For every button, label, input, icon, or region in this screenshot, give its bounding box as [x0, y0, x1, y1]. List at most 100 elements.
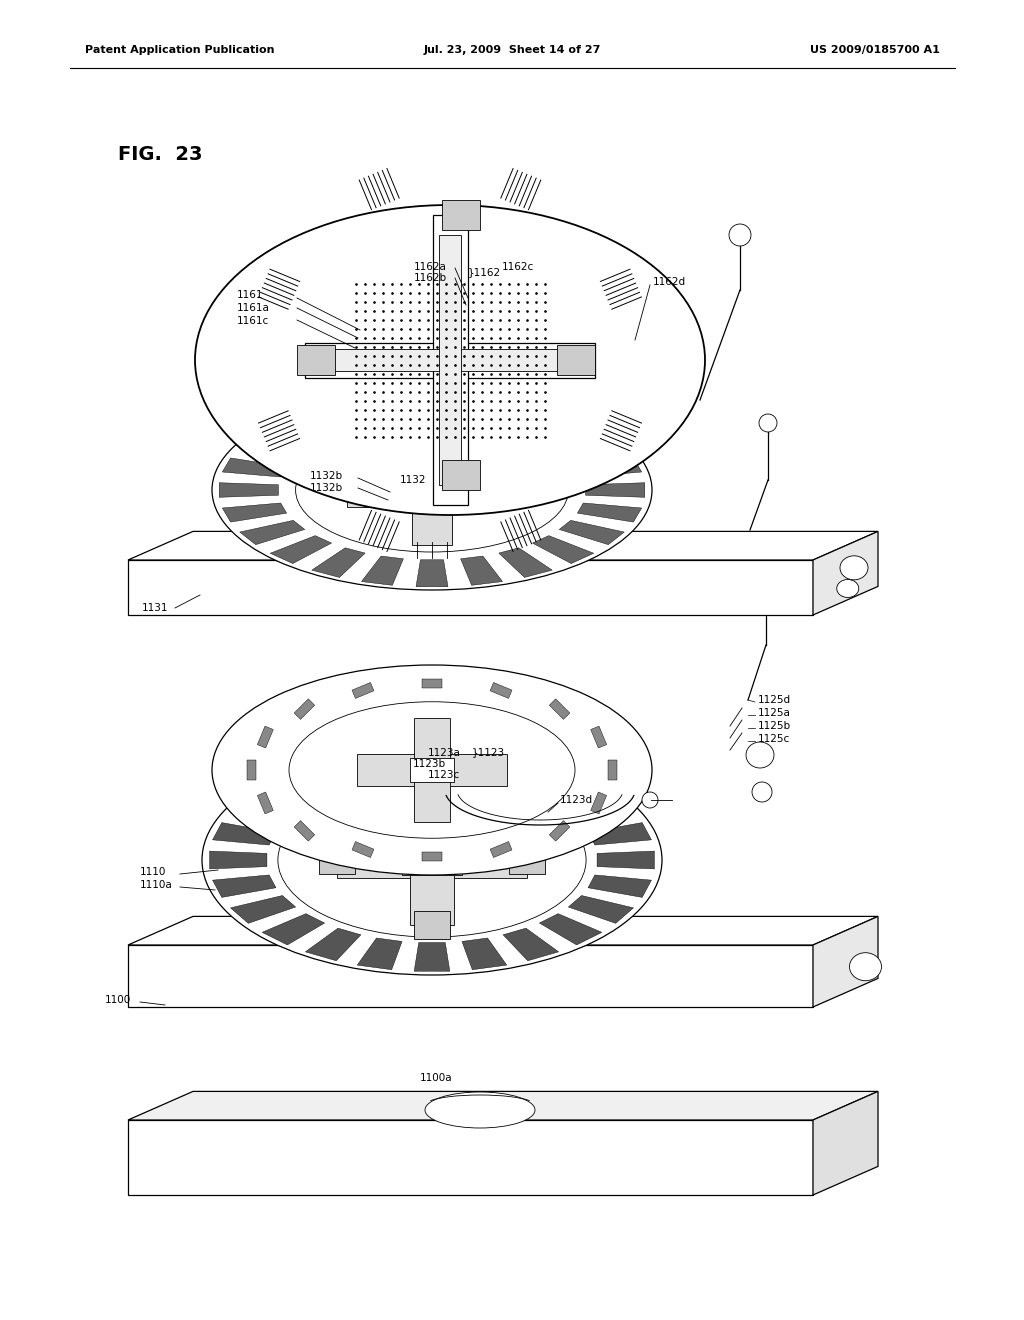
Text: 1161: 1161: [237, 290, 263, 300]
Text: 1123a: 1123a: [428, 748, 461, 758]
Bar: [433, 215, 468, 506]
Polygon shape: [222, 503, 287, 521]
Polygon shape: [128, 560, 813, 615]
Polygon shape: [461, 395, 503, 424]
Polygon shape: [597, 851, 654, 869]
Text: 1132: 1132: [400, 475, 427, 484]
Polygon shape: [414, 748, 450, 777]
Polygon shape: [591, 792, 606, 814]
Polygon shape: [503, 759, 559, 792]
Text: 1110: 1110: [140, 867, 166, 876]
Polygon shape: [257, 792, 273, 814]
Text: 1125c: 1125c: [758, 734, 791, 744]
Bar: [410, 758, 454, 781]
Polygon shape: [559, 520, 625, 545]
Bar: [509, 846, 545, 874]
Polygon shape: [499, 548, 552, 577]
Polygon shape: [352, 842, 374, 858]
Text: US 2009/0185700 A1: US 2009/0185700 A1: [810, 45, 940, 55]
Ellipse shape: [840, 556, 868, 579]
Polygon shape: [230, 797, 296, 825]
Text: 1162b: 1162b: [414, 273, 447, 282]
Text: 1162c: 1162c: [502, 261, 535, 272]
Polygon shape: [219, 483, 279, 498]
Ellipse shape: [837, 579, 859, 598]
Bar: [407, 477, 457, 503]
Bar: [347, 473, 517, 507]
Text: 1132b: 1132b: [310, 483, 343, 492]
Polygon shape: [532, 417, 594, 445]
Polygon shape: [361, 556, 403, 585]
Polygon shape: [549, 698, 569, 719]
Ellipse shape: [278, 783, 586, 937]
Polygon shape: [257, 726, 273, 748]
Text: 1161a: 1161a: [237, 304, 270, 313]
Polygon shape: [240, 436, 305, 459]
Polygon shape: [586, 483, 645, 498]
Text: 1100: 1100: [105, 995, 131, 1005]
Polygon shape: [270, 536, 332, 564]
Polygon shape: [210, 851, 267, 869]
Polygon shape: [352, 682, 374, 698]
Bar: [402, 845, 462, 875]
Text: 1132b: 1132b: [310, 471, 343, 480]
Polygon shape: [568, 895, 634, 923]
Polygon shape: [416, 560, 447, 586]
Bar: [442, 201, 480, 230]
Polygon shape: [213, 875, 276, 898]
Text: 1123c: 1123c: [428, 770, 460, 780]
Polygon shape: [608, 760, 616, 780]
Text: 1161c: 1161c: [237, 315, 269, 326]
Polygon shape: [128, 945, 813, 1007]
Text: 1100a: 1100a: [420, 1073, 453, 1082]
Polygon shape: [361, 395, 403, 424]
Bar: [414, 718, 450, 822]
Text: 1131: 1131: [142, 603, 169, 612]
Polygon shape: [222, 458, 287, 477]
Polygon shape: [305, 928, 360, 961]
Polygon shape: [311, 403, 366, 432]
Ellipse shape: [212, 389, 652, 590]
Polygon shape: [462, 750, 507, 781]
Polygon shape: [262, 913, 325, 945]
Ellipse shape: [212, 665, 652, 875]
Text: 1125d: 1125d: [758, 696, 792, 705]
Polygon shape: [540, 913, 602, 945]
Polygon shape: [128, 916, 878, 945]
Polygon shape: [568, 797, 634, 825]
Ellipse shape: [746, 742, 774, 768]
Polygon shape: [414, 942, 450, 972]
Bar: [442, 459, 480, 490]
Polygon shape: [422, 680, 442, 689]
Text: Jul. 23, 2009  Sheet 14 of 27: Jul. 23, 2009 Sheet 14 of 27: [423, 45, 601, 55]
Text: FIG.  23: FIG. 23: [118, 145, 203, 165]
Polygon shape: [461, 556, 503, 585]
Polygon shape: [588, 822, 651, 845]
Polygon shape: [813, 532, 878, 615]
Bar: [557, 345, 595, 375]
Ellipse shape: [642, 792, 658, 808]
Ellipse shape: [757, 579, 775, 597]
Ellipse shape: [729, 224, 751, 246]
Text: 1162d: 1162d: [653, 277, 686, 286]
Text: 1123b: 1123b: [413, 759, 446, 770]
Bar: [297, 345, 335, 375]
Polygon shape: [357, 750, 402, 781]
Polygon shape: [559, 436, 625, 459]
Polygon shape: [813, 916, 878, 1007]
Ellipse shape: [425, 1092, 535, 1129]
Polygon shape: [591, 726, 606, 748]
Bar: [439, 235, 461, 484]
Ellipse shape: [289, 702, 575, 838]
Polygon shape: [490, 682, 512, 698]
Polygon shape: [499, 403, 552, 432]
Ellipse shape: [296, 428, 568, 552]
Polygon shape: [578, 503, 642, 521]
Polygon shape: [247, 760, 256, 780]
Text: 1125b: 1125b: [758, 721, 792, 731]
Text: Patent Application Publication: Patent Application Publication: [85, 45, 274, 55]
Polygon shape: [462, 939, 507, 970]
Polygon shape: [262, 775, 325, 807]
Polygon shape: [270, 417, 332, 445]
Bar: [410, 795, 454, 925]
